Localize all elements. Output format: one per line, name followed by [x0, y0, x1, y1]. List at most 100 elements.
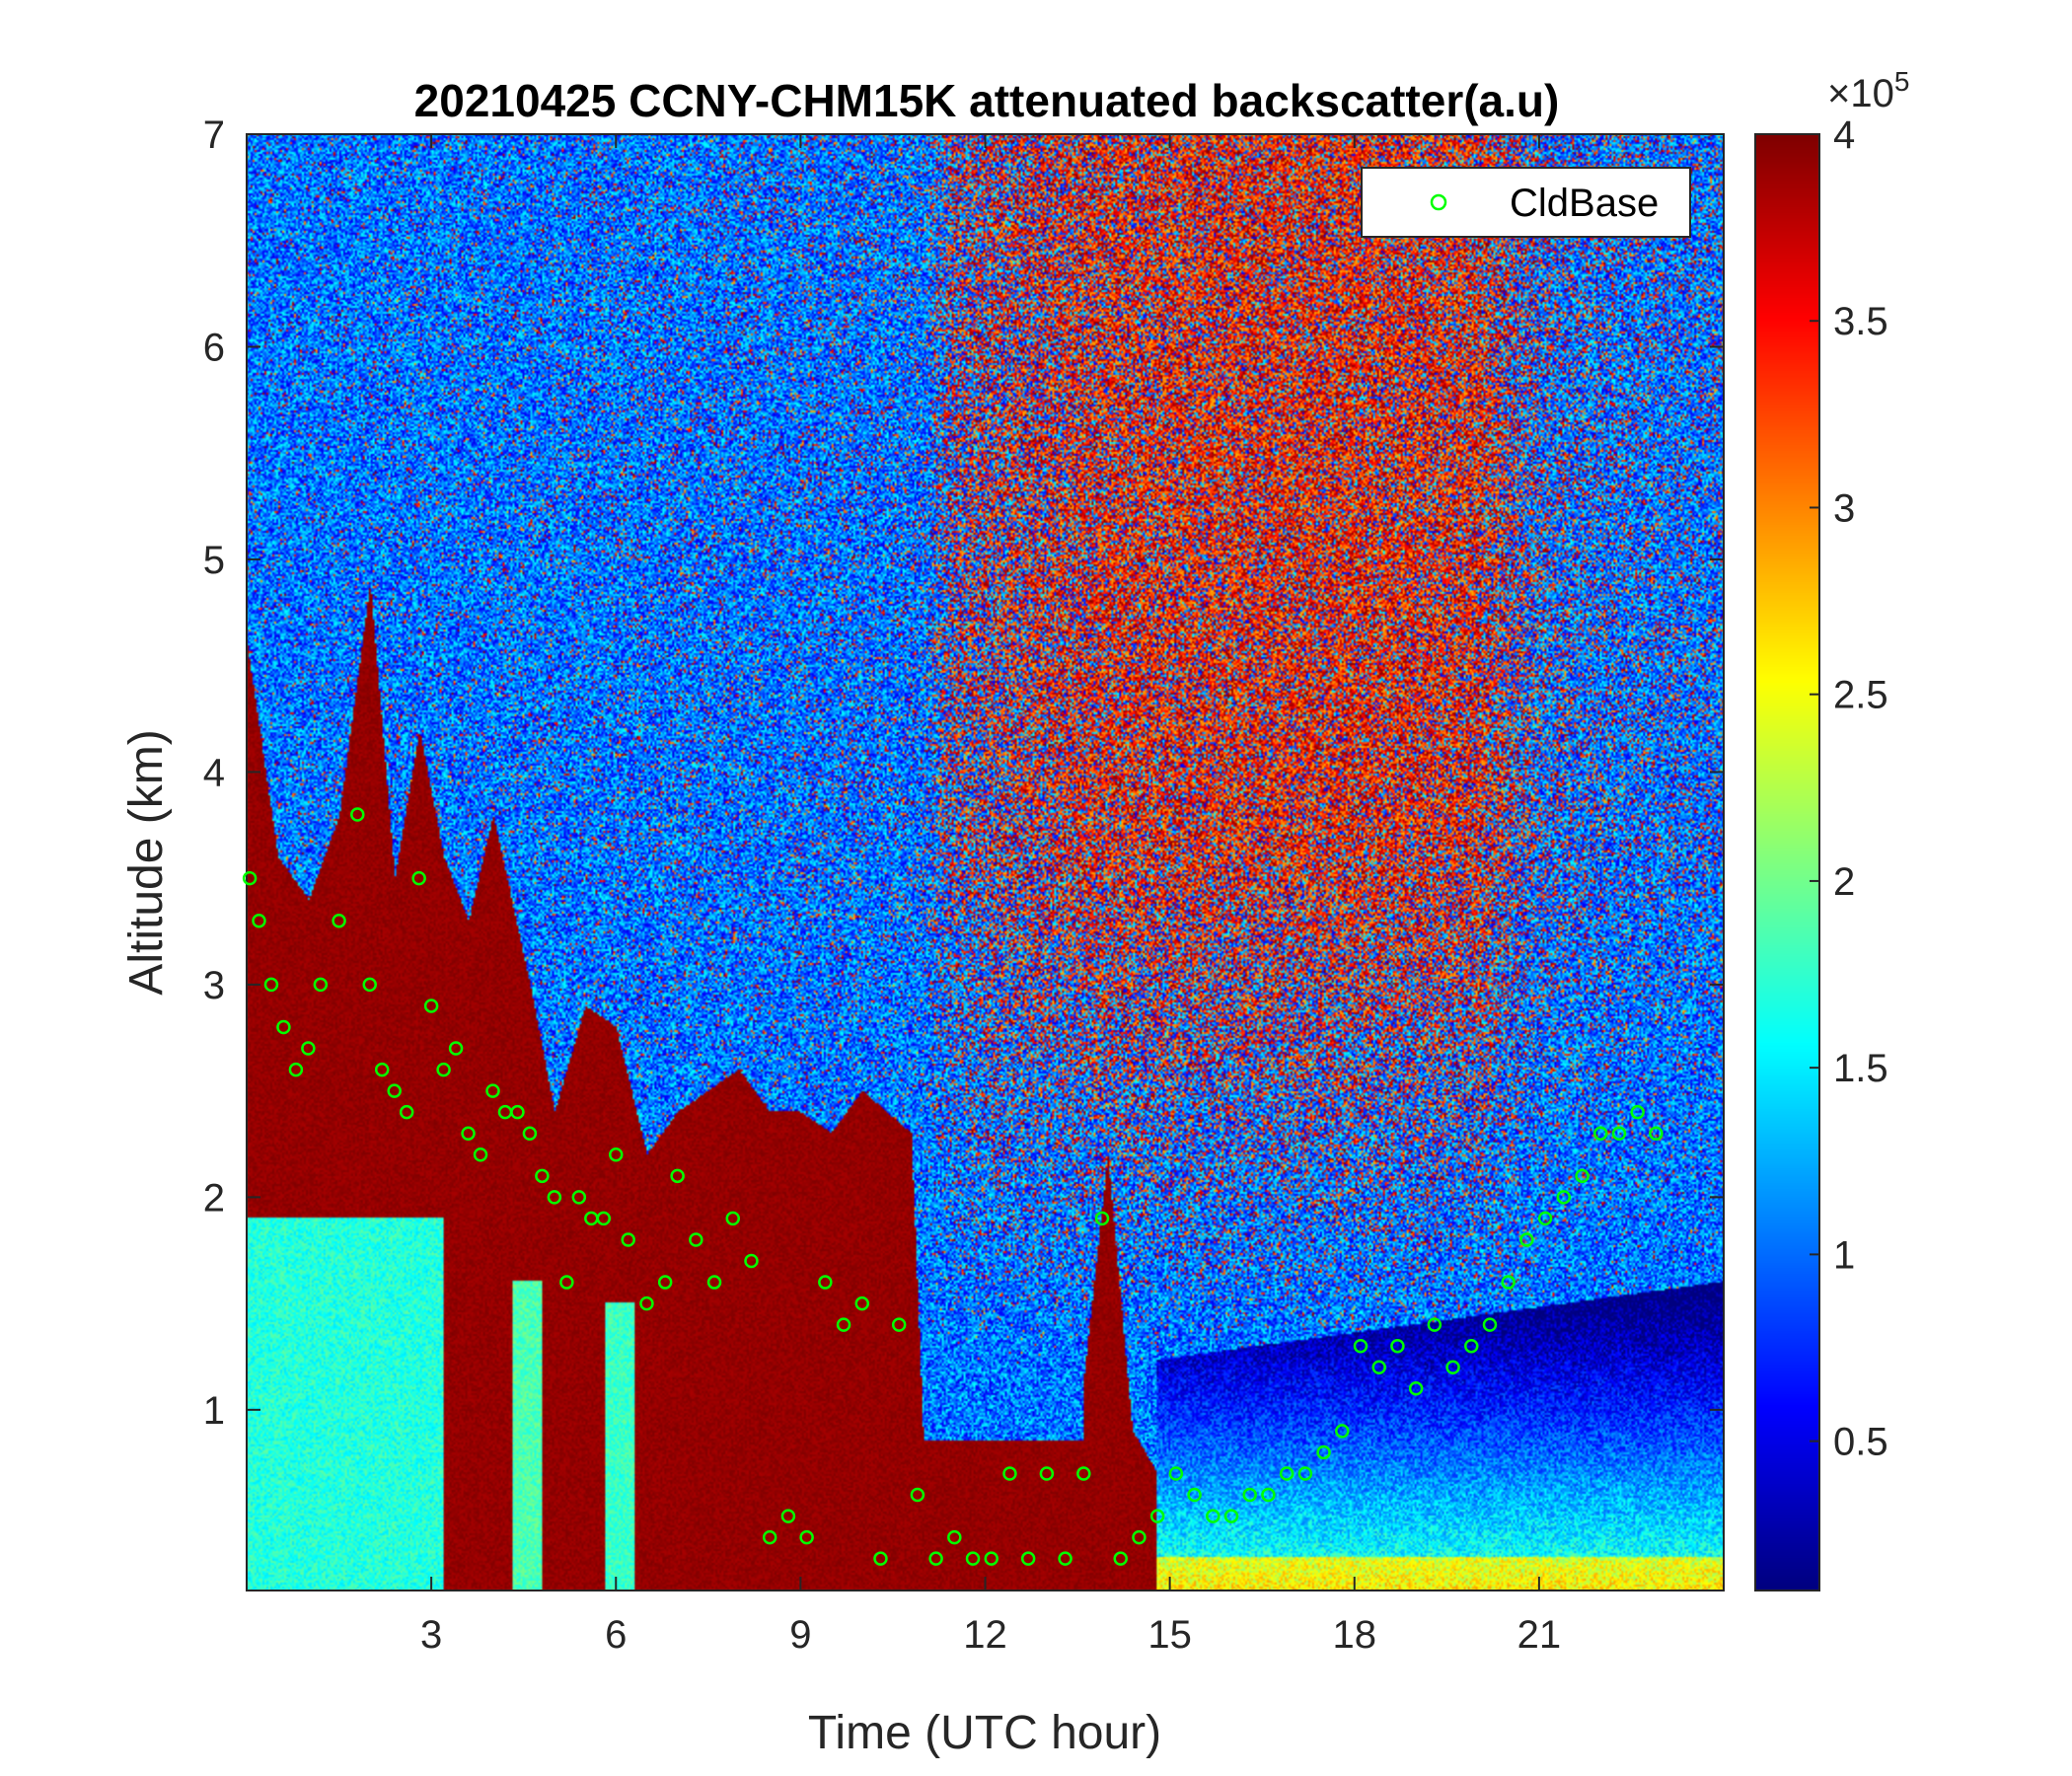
- cldbase-point: [485, 1083, 500, 1098]
- cldbase-point: [639, 1295, 654, 1311]
- cldbase-point: [1279, 1466, 1295, 1481]
- cldbase-point: [928, 1551, 943, 1566]
- cldbase-point: [836, 1317, 851, 1332]
- cldbase-point: [910, 1487, 925, 1503]
- cldbase-point: [1371, 1360, 1386, 1375]
- y-tick-label: 3: [203, 964, 225, 1007]
- cldbase-point: [374, 1062, 390, 1077]
- cldbase-point: [350, 807, 365, 822]
- cldbase-point: [399, 1104, 414, 1120]
- colorbar-multiplier: ×105: [1827, 66, 1909, 115]
- cldbase-point: [263, 977, 279, 993]
- cldbase-point: [1427, 1317, 1443, 1332]
- cldbase-point: [670, 1168, 685, 1184]
- y-tick-label: 2: [203, 1176, 225, 1220]
- cldbase-point: [547, 1190, 562, 1205]
- cldbase-point: [1537, 1211, 1553, 1226]
- x-axis-label: Time (UTC hour): [808, 1707, 1161, 1759]
- cldbase-point: [1168, 1466, 1184, 1481]
- chart-title: 20210425 CCNY-CHM15K attenuated backscat…: [414, 75, 1560, 126]
- cldbase-point: [947, 1529, 962, 1545]
- colorbar-tick-label: 1.5: [1833, 1047, 1888, 1090]
- cldbase-point: [1002, 1466, 1017, 1481]
- cldbase-point: [657, 1275, 673, 1290]
- cldbase-point: [1020, 1551, 1036, 1566]
- cldbase-point: [1556, 1190, 1572, 1205]
- x-tick-label: 18: [1333, 1613, 1377, 1657]
- cldbase-point: [522, 1126, 538, 1141]
- plot-frame: [246, 133, 1725, 1591]
- cldbase-point: [1297, 1466, 1313, 1481]
- cldbase-point: [725, 1211, 741, 1226]
- cldbase-point: [891, 1317, 907, 1332]
- cldbase-point: [276, 1019, 291, 1035]
- cldbase-point: [1464, 1338, 1479, 1354]
- cldbase-point: [313, 977, 329, 993]
- cldbase-point: [436, 1062, 451, 1077]
- cldbase-point: [873, 1551, 888, 1566]
- y-tick-label: 6: [203, 326, 225, 369]
- x-tick-label: 9: [789, 1613, 811, 1657]
- cldbase-point: [1206, 1509, 1221, 1523]
- cldbase-point: [301, 1041, 316, 1056]
- cldbase-point: [621, 1232, 635, 1247]
- y-tick-label: 5: [203, 539, 225, 582]
- cldbase-point: [288, 1062, 304, 1077]
- cldbase-point: [1223, 1509, 1239, 1523]
- cldbase-point: [1353, 1338, 1369, 1354]
- x-tick-label: 21: [1517, 1613, 1562, 1657]
- cldbase-point: [762, 1529, 777, 1545]
- colorbar-tick-label: 0.5: [1833, 1421, 1888, 1464]
- cldbase-point: [1649, 1126, 1664, 1141]
- cldbase-point: [584, 1211, 599, 1226]
- cldbase-point: [387, 1083, 402, 1098]
- cldbase-point: [1076, 1466, 1091, 1481]
- cldbase-point: [780, 1509, 796, 1523]
- y-axis: 1 2 3 4 5 6 7: [203, 113, 1724, 1433]
- cldbase-point: [497, 1104, 513, 1120]
- colorbar-tick-label: 3.5: [1833, 300, 1888, 343]
- cldbase-point: [744, 1253, 759, 1269]
- x-tick-label: 15: [1147, 1613, 1192, 1657]
- cldbase-point: [461, 1126, 476, 1141]
- cldbase-point: [1094, 1211, 1110, 1226]
- cldbase-point: [242, 870, 258, 886]
- legend-box: [1361, 167, 1691, 238]
- cldbase-point: [1408, 1381, 1424, 1396]
- cldbase-point: [1519, 1232, 1534, 1247]
- x-tick-label: 3: [420, 1613, 442, 1657]
- cldbase-point: [473, 1147, 488, 1162]
- cldbase-point: [1390, 1338, 1405, 1354]
- cldbase-point: [965, 1551, 981, 1566]
- cldbase-point: [510, 1104, 525, 1120]
- cldbase-point: [1261, 1487, 1276, 1503]
- cldbase-point: [252, 914, 266, 928]
- legend-marker-icon: [1430, 193, 1447, 211]
- cldbase-point: [559, 1275, 574, 1290]
- cldbase-point: [818, 1275, 833, 1290]
- colorbar-tick-label: 2.5: [1833, 674, 1888, 717]
- legend: CldBase: [1361, 167, 1691, 238]
- y-axis-label: Altitude (km): [120, 729, 173, 995]
- cldbase-point: [571, 1190, 587, 1205]
- cldbase-point: [1113, 1551, 1128, 1566]
- cldbase-point: [1335, 1424, 1350, 1439]
- cldbase-point: [1316, 1444, 1331, 1460]
- cldbase-point: [1187, 1487, 1202, 1503]
- cldbase-point: [799, 1529, 814, 1545]
- cldbase-point: [689, 1232, 703, 1247]
- x-tick-label: 12: [963, 1613, 1007, 1657]
- colorbar-frame: [1754, 133, 1820, 1591]
- cldbase-point: [448, 1041, 464, 1056]
- legend-entry-cldbase: CldBase: [1510, 182, 1659, 225]
- cldbase-point: [362, 977, 377, 993]
- cldbase-point: [609, 1147, 624, 1162]
- x-tick-label: 6: [605, 1613, 627, 1657]
- cldbase-point: [1149, 1509, 1165, 1523]
- cldbase-point: [411, 870, 426, 886]
- cldbase-point: [1058, 1551, 1073, 1566]
- colorbar-tick-label: 1: [1833, 1233, 1855, 1277]
- colorbar-tick-label: 2: [1833, 860, 1855, 904]
- cldbase-point: [1501, 1275, 1516, 1290]
